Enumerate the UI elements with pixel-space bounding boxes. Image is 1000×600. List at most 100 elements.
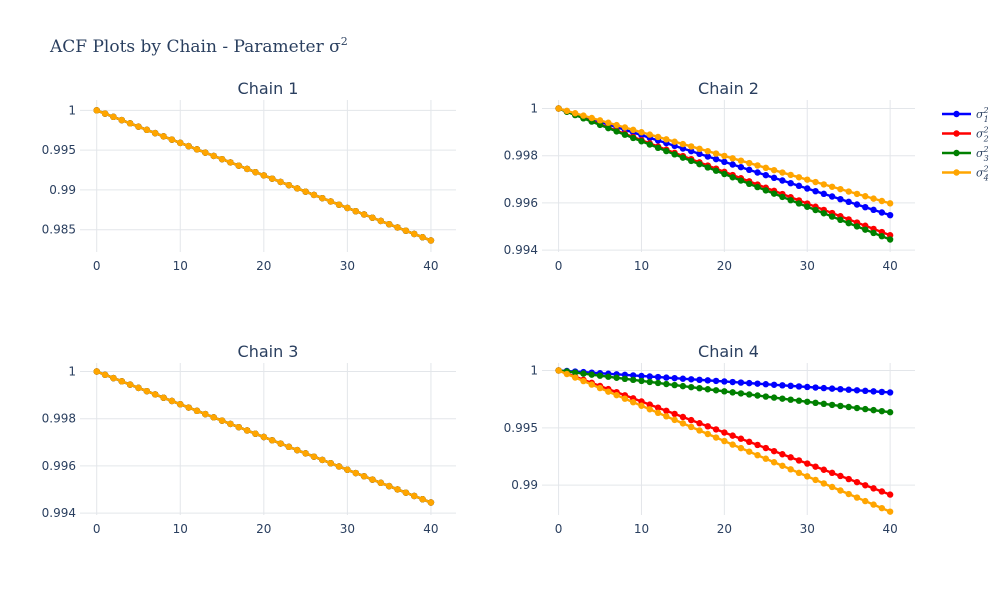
series-marker (335, 463, 343, 470)
series-marker (770, 459, 778, 466)
series-marker (737, 390, 745, 397)
subplot-chain-3: Chain 3 0 10 20 30 40 0.994 0.996 0.998 1 (42, 342, 456, 536)
series-marker (737, 157, 745, 164)
series-marker (886, 389, 894, 396)
subplot-title: Chain 3 (238, 342, 299, 361)
series-marker (629, 126, 637, 134)
series-marker (812, 206, 819, 214)
series-marker (754, 441, 761, 449)
series-marker (101, 371, 109, 378)
series-marker (837, 216, 844, 224)
series-marker (646, 373, 653, 380)
series-marker (360, 211, 368, 218)
x-tick-label: 0 (93, 259, 101, 273)
series-marker (563, 107, 571, 115)
legend-item-sigma2-3[interactable]: σ2 3 (942, 145, 989, 163)
series-marker (787, 396, 794, 403)
series-marker (663, 407, 670, 414)
series-marker (268, 437, 276, 444)
x-tick-label: 30 (800, 522, 815, 536)
x-tick-label: 10 (634, 259, 649, 273)
series-marker (185, 404, 192, 411)
x-tick-label: 30 (340, 522, 355, 536)
series-marker (646, 406, 653, 413)
series-marker (629, 134, 637, 142)
series-marker (737, 379, 745, 386)
series-marker (268, 175, 276, 182)
series-marker (613, 391, 620, 399)
tick-labels: 0 10 20 30 40 0.994 0.996 0.998 1 (504, 101, 898, 273)
series-marker (820, 190, 828, 198)
series-marker (277, 440, 284, 447)
series-sigma2-4 (93, 107, 435, 244)
series-marker (870, 206, 877, 214)
series-marker (870, 485, 877, 492)
series-marker (828, 469, 836, 477)
series-marker (754, 451, 761, 459)
series-marker (770, 394, 778, 401)
series-marker (754, 169, 761, 176)
x-tick-label: 20 (717, 522, 732, 536)
legend-item-sigma2-1[interactable]: σ2 1 (942, 106, 989, 124)
subplot-chain-2: Chain 2 0 10 20 30 40 0.994 0.996 0.998 1 (504, 79, 915, 273)
series-marker (688, 423, 695, 431)
series-marker (845, 403, 852, 411)
series-marker (285, 181, 293, 189)
series-marker (704, 386, 711, 393)
series-marker (696, 427, 703, 434)
series-marker (126, 120, 134, 127)
series-marker (202, 410, 209, 418)
series-marker (853, 494, 861, 501)
x-tick-label: 10 (634, 522, 649, 536)
series-marker (563, 370, 571, 378)
series-marker (588, 381, 595, 388)
x-tick-label: 30 (340, 259, 355, 273)
series-marker (377, 479, 384, 487)
series-marker (820, 181, 828, 188)
series-marker (853, 478, 861, 486)
series-marker (152, 129, 159, 137)
series-marker (671, 416, 678, 424)
series-marker (377, 217, 384, 225)
series-marker (596, 372, 604, 379)
legend[interactable]: σ2 1 σ2 2σ2 3 σ2 4 (942, 106, 989, 183)
y-tick-label: 0.985 (42, 223, 76, 237)
series-marker (679, 382, 687, 390)
series-marker (696, 420, 703, 427)
x-tick-label: 40 (882, 522, 897, 536)
series-marker (671, 151, 678, 158)
y-tick-label: 0.995 (42, 143, 76, 157)
legend-item-sigma2-4[interactable]: σ2 4 (942, 165, 989, 183)
series-marker (812, 178, 819, 186)
series-marker (177, 401, 184, 408)
gridlines (80, 363, 456, 515)
series-marker (746, 166, 753, 174)
series-marker (837, 195, 844, 203)
series-marker (787, 171, 794, 179)
series-marker (820, 466, 828, 473)
series-marker (302, 450, 309, 457)
y-tick-label: 1 (68, 364, 76, 378)
series-marker (235, 162, 242, 169)
series-marker (202, 149, 209, 156)
series-marker (143, 126, 151, 134)
series-marker (795, 457, 803, 464)
legend-item-sigma2-2[interactable]: σ2 2 (942, 126, 989, 144)
x-tick-label: 0 (555, 259, 563, 273)
series-marker (285, 443, 293, 451)
series-marker (746, 180, 753, 188)
series-marker (679, 413, 687, 421)
series-marker (605, 124, 612, 132)
series-marker (696, 385, 703, 392)
x-tick-label: 40 (423, 522, 438, 536)
series-marker (853, 190, 861, 198)
series-marker (638, 372, 645, 380)
x-tick-label: 20 (256, 259, 271, 273)
series-marker (853, 404, 861, 412)
series-marker (853, 387, 861, 394)
series-marker (804, 473, 811, 480)
series-marker (319, 194, 326, 202)
series-marker (721, 152, 728, 160)
series-marker (795, 383, 803, 390)
